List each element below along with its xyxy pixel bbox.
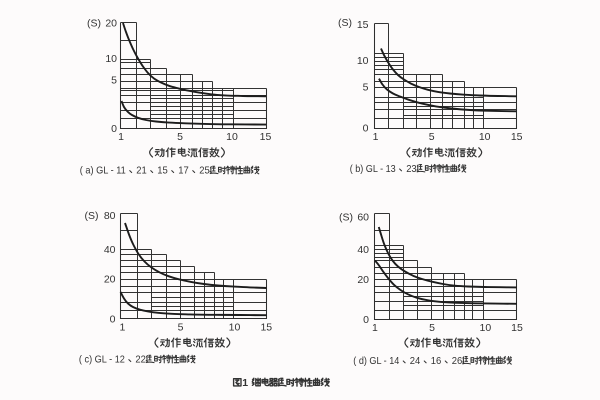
svg-text:1: 1 [119,322,125,334]
svg-text:17: 17 [178,165,189,177]
svg-text:( d) GL - 14: ( d) GL - 14 [353,355,399,367]
svg-text:15: 15 [260,131,272,143]
svg-text:5: 5 [363,82,369,94]
svg-text:10: 10 [479,131,491,143]
svg-text:10: 10 [105,53,117,65]
svg-text:25: 25 [199,165,210,177]
svg-text:10: 10 [226,131,238,143]
svg-text:10: 10 [357,55,369,67]
svg-text:( b) GL - 13: ( b) GL - 13 [350,163,396,175]
svg-text:16: 16 [431,355,442,367]
svg-text:(S): (S) [338,17,352,29]
svg-text:20: 20 [104,274,116,286]
svg-text:15: 15 [511,322,523,334]
svg-text:( c) GL - 12: ( c) GL - 12 [79,354,125,366]
svg-text:15: 15 [157,165,168,177]
svg-text:15: 15 [511,131,523,143]
svg-text:0: 0 [363,314,369,326]
svg-text:0: 0 [110,314,116,326]
svg-text:1: 1 [118,131,124,143]
svg-text:5: 5 [429,131,435,143]
svg-text:(S): (S) [339,212,353,224]
svg-text:22: 22 [135,354,146,366]
svg-text:10: 10 [480,322,492,334]
svg-text:1: 1 [373,131,379,143]
svg-text:0: 0 [111,123,117,135]
svg-text:20: 20 [357,274,369,286]
svg-text:24: 24 [410,355,421,367]
svg-text:26: 26 [452,355,463,367]
svg-text:5: 5 [177,131,183,143]
svg-text:15: 15 [260,322,272,334]
svg-text:15: 15 [357,19,369,31]
svg-text:1: 1 [372,322,378,334]
svg-text:(S): (S) [85,210,99,222]
svg-text:5: 5 [429,322,435,334]
svg-text:21: 21 [136,165,147,177]
svg-text:5: 5 [111,75,117,87]
svg-text:10: 10 [229,322,241,334]
svg-text:( a) GL - 11: ( a) GL - 11 [80,165,126,177]
svg-text:0: 0 [363,123,369,135]
svg-text:60: 60 [357,212,369,224]
svg-text:40: 40 [357,244,369,256]
svg-text:5: 5 [178,322,184,334]
svg-text:20: 20 [105,18,117,30]
svg-text:23: 23 [406,163,417,175]
svg-text:80: 80 [104,210,116,222]
svg-text:1: 1 [242,377,248,389]
svg-text:(S): (S) [87,18,101,30]
svg-text:40: 40 [104,244,116,256]
